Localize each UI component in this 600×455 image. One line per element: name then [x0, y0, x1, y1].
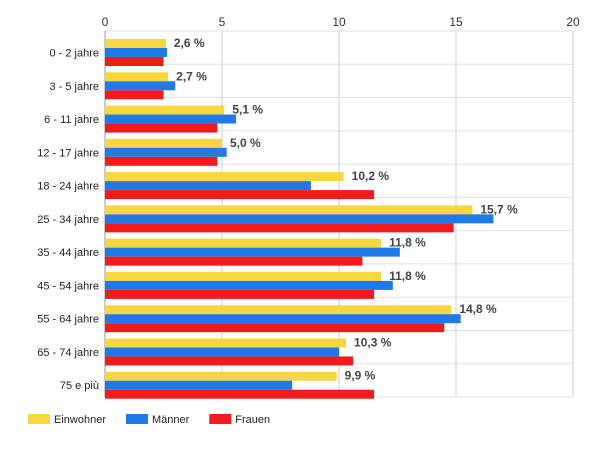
bar-männer [105, 347, 339, 357]
data-label: 11,8 % [389, 269, 426, 283]
bar-männer [105, 181, 311, 191]
data-label: 2,6 % [174, 36, 205, 50]
bar-frauen [105, 123, 218, 133]
bar-frauen [105, 323, 445, 333]
bar-einwohner [105, 238, 382, 248]
legend-label: Männer [152, 414, 190, 426]
x-tick-label: 0 [102, 15, 109, 29]
bar-frauen [105, 190, 375, 200]
bar-männer [105, 280, 393, 290]
bar-frauen [105, 289, 375, 299]
data-label: 15,7 % [480, 202, 518, 216]
bar-einwohner [105, 205, 473, 215]
bar-frauen [105, 256, 363, 266]
bar-einwohner [105, 338, 347, 348]
data-label: 5,1 % [232, 103, 263, 117]
bar-einwohner [105, 138, 222, 148]
bar-frauen [105, 90, 164, 100]
category-label: 65 - 74 jahre [37, 347, 99, 359]
bar-einwohner [105, 172, 344, 182]
x-tick-label: 5 [219, 15, 226, 29]
bar-einwohner [105, 39, 166, 48]
bar-männer [105, 214, 494, 224]
category-label: 45 - 54 jahre [37, 280, 99, 292]
bar-einwohner [105, 271, 382, 281]
data-label: 10,3 % [354, 335, 392, 349]
bar-frauen [105, 156, 218, 166]
bar-frauen [105, 389, 375, 399]
x-tick-label: 15 [449, 15, 463, 29]
legend-label: Frauen [235, 414, 270, 426]
bar-männer [105, 314, 461, 324]
bar-frauen [105, 223, 454, 233]
category-label: 6 - 11 jahre [44, 114, 99, 126]
bar-einwohner [105, 305, 452, 315]
category-label: 18 - 24 jahre [37, 181, 99, 193]
category-label: 0 - 2 jahre [49, 48, 99, 60]
bar-frauen [105, 57, 164, 66]
category-label: 75 e più [60, 380, 99, 392]
category-label: 35 - 44 jahre [37, 247, 99, 259]
category-label: 12 - 17 jahre [37, 147, 99, 159]
bar-männer [105, 147, 227, 157]
category-label: 25 - 34 jahre [37, 214, 99, 226]
data-label: 10,2 % [352, 169, 390, 183]
data-label: 14,8 % [459, 302, 497, 316]
category-label: 55 - 64 jahre [37, 314, 99, 326]
bar-frauen [105, 356, 354, 366]
bar-männer [105, 48, 168, 57]
bar-männer [105, 247, 400, 257]
legend-swatch-einwohner [28, 414, 50, 424]
data-label: 9,9 % [345, 369, 376, 383]
data-label: 5,0 % [230, 136, 261, 150]
bar-einwohner [105, 72, 169, 82]
legend-swatch-männer [125, 414, 148, 424]
bar-männer [105, 81, 176, 91]
data-label: 11,8 % [389, 236, 426, 250]
data-label: 2,7 % [176, 69, 207, 83]
bar-einwohner [105, 371, 337, 381]
legend-swatch-frauen [209, 414, 232, 424]
x-tick-label: 10 [332, 15, 346, 29]
legend-label: Einwohner [54, 414, 106, 426]
bar-männer [105, 380, 293, 390]
category-label: 3 - 5 jahre [49, 81, 99, 93]
bar-einwohner [105, 105, 225, 115]
x-tick-label: 20 [566, 15, 580, 29]
bar-männer [105, 114, 237, 124]
